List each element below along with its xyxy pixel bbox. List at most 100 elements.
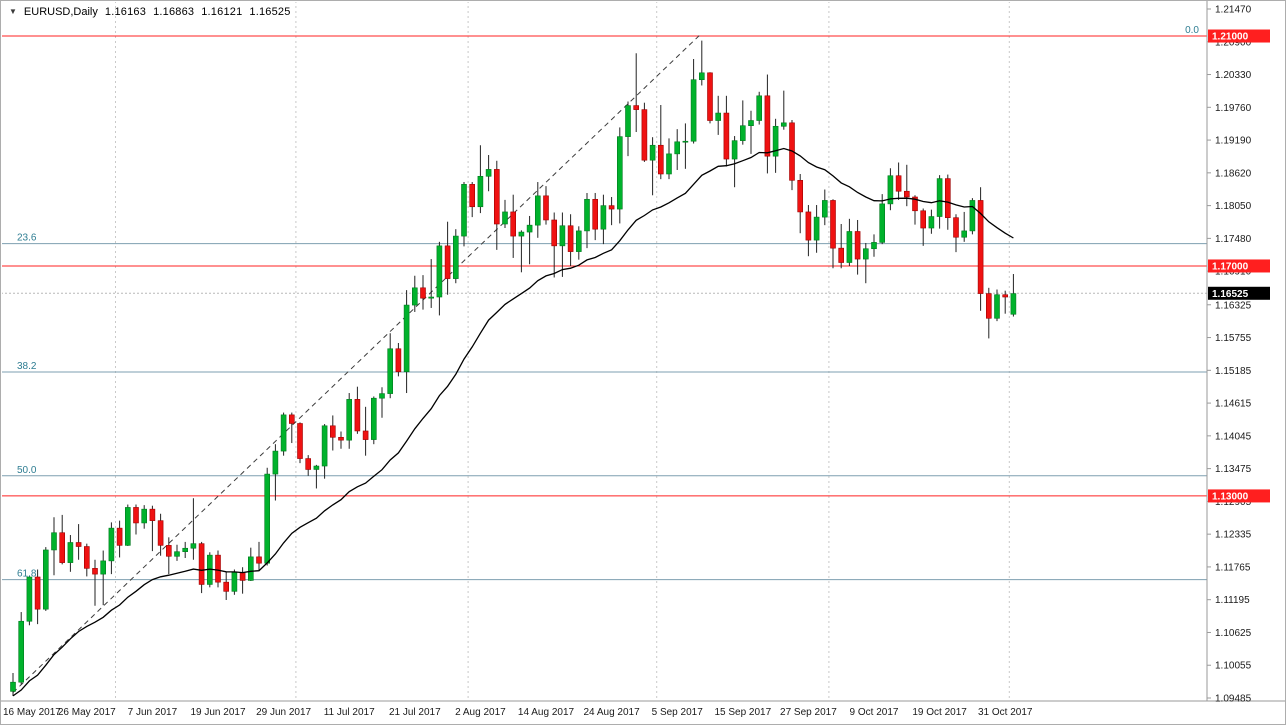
candle <box>51 517 57 576</box>
candle-body-up <box>1010 293 1017 315</box>
candle-body-up <box>346 399 353 441</box>
candle <box>813 205 820 253</box>
candle-body-up <box>698 72 705 81</box>
candle-body-up <box>780 122 787 127</box>
candle-body-down <box>493 169 500 225</box>
candle <box>108 522 115 575</box>
candle-body-up <box>772 125 779 157</box>
candle-body-down <box>567 225 574 252</box>
candle <box>723 95 730 167</box>
candle <box>887 168 894 211</box>
candle <box>649 137 656 196</box>
candle-body-up <box>625 105 631 137</box>
candle-body-down <box>305 458 312 470</box>
price-axis-label: 1.16325 <box>1215 300 1252 311</box>
candle-body-down <box>510 211 517 237</box>
candle-body-down <box>805 211 812 241</box>
svg-text:1.21000: 1.21000 <box>1212 32 1249 43</box>
candle <box>838 224 845 269</box>
candle <box>551 212 558 278</box>
candle-body-down <box>75 542 82 547</box>
candle <box>395 343 402 377</box>
candle <box>559 212 566 277</box>
candle <box>452 229 459 284</box>
candle <box>912 195 918 225</box>
candle <box>26 576 33 626</box>
candle <box>657 105 664 180</box>
candle-body-up <box>264 473 271 564</box>
candle <box>953 214 959 253</box>
candle-body-down <box>977 200 984 294</box>
candle-body-down <box>297 423 303 459</box>
candle-body-up <box>174 551 180 557</box>
candle <box>215 550 221 588</box>
fib-level-label: 61.8 <box>17 569 37 580</box>
price-axis-label: 1.09485 <box>1215 694 1252 705</box>
candle-body-down <box>895 175 902 192</box>
candle <box>387 333 394 399</box>
candle <box>575 226 582 260</box>
candle <box>567 214 574 266</box>
candle <box>67 535 74 572</box>
candle-body-up <box>887 175 894 205</box>
one-click-trading-icon[interactable]: ▼ <box>9 7 17 16</box>
candle <box>469 182 476 218</box>
candle <box>633 53 640 133</box>
candle <box>403 290 410 394</box>
candle <box>313 464 320 489</box>
fib-level-label: 23.6 <box>17 233 37 244</box>
price-tag-hline: 1.13000 <box>1208 489 1270 503</box>
candle-body-down <box>256 556 262 564</box>
price-axis[interactable]: 1.21470 1.20900 1.20330 1.19760 1.19190 1.186… <box>1207 5 1252 705</box>
price-tag-hline: 1.17000 <box>1208 259 1270 273</box>
candle <box>248 547 254 582</box>
price-axis-label: 1.18620 <box>1215 168 1252 179</box>
candle-body-up <box>731 140 738 160</box>
candle <box>994 289 1000 322</box>
candle <box>264 467 271 566</box>
candle <box>854 219 861 275</box>
ohlc-low-value: 1.16121 <box>201 6 243 18</box>
candle <box>75 524 82 560</box>
candle-body-up <box>871 242 877 250</box>
candle <box>797 173 804 234</box>
candle-body-down <box>223 581 229 592</box>
candle-body-up <box>452 235 459 279</box>
time-axis-label: 7 Jun 2017 <box>128 707 178 718</box>
candle-body-up <box>526 224 533 233</box>
price-axis-label: 1.15755 <box>1215 333 1252 344</box>
candle-body-down <box>641 109 648 161</box>
candle-body-down <box>592 198 599 230</box>
candle-body-down <box>953 217 959 238</box>
candle <box>592 192 599 241</box>
candle-body-up <box>748 120 754 127</box>
candle-body-up <box>584 198 590 232</box>
ohlc-open-value: 1.16163 <box>104 6 147 18</box>
moving-average-line[interactable] <box>12 147 1014 697</box>
candle-body-up <box>411 287 418 306</box>
candle-body-down <box>838 247 845 263</box>
candle <box>764 74 771 174</box>
candle-body-up <box>182 547 188 552</box>
candle-body-up <box>518 231 525 237</box>
candle-body-down <box>239 572 246 581</box>
candle-body-up <box>436 245 443 298</box>
candle <box>346 393 353 449</box>
candle-body-up <box>67 542 74 563</box>
candle-body-down <box>657 144 664 175</box>
plot-area[interactable] <box>1 1 1207 701</box>
candle <box>903 164 910 207</box>
candle-body-up <box>313 465 320 470</box>
candle <box>436 241 443 316</box>
svg-text:1.16525: 1.16525 <box>1212 289 1249 300</box>
candle <box>805 205 812 257</box>
candle <box>739 100 746 145</box>
candle-body-up <box>715 112 722 121</box>
candle-body-down <box>1002 294 1009 298</box>
candle <box>756 91 763 125</box>
trendline[interactable] <box>12 32 703 693</box>
candle-body-up <box>280 414 287 452</box>
candle <box>297 422 303 464</box>
